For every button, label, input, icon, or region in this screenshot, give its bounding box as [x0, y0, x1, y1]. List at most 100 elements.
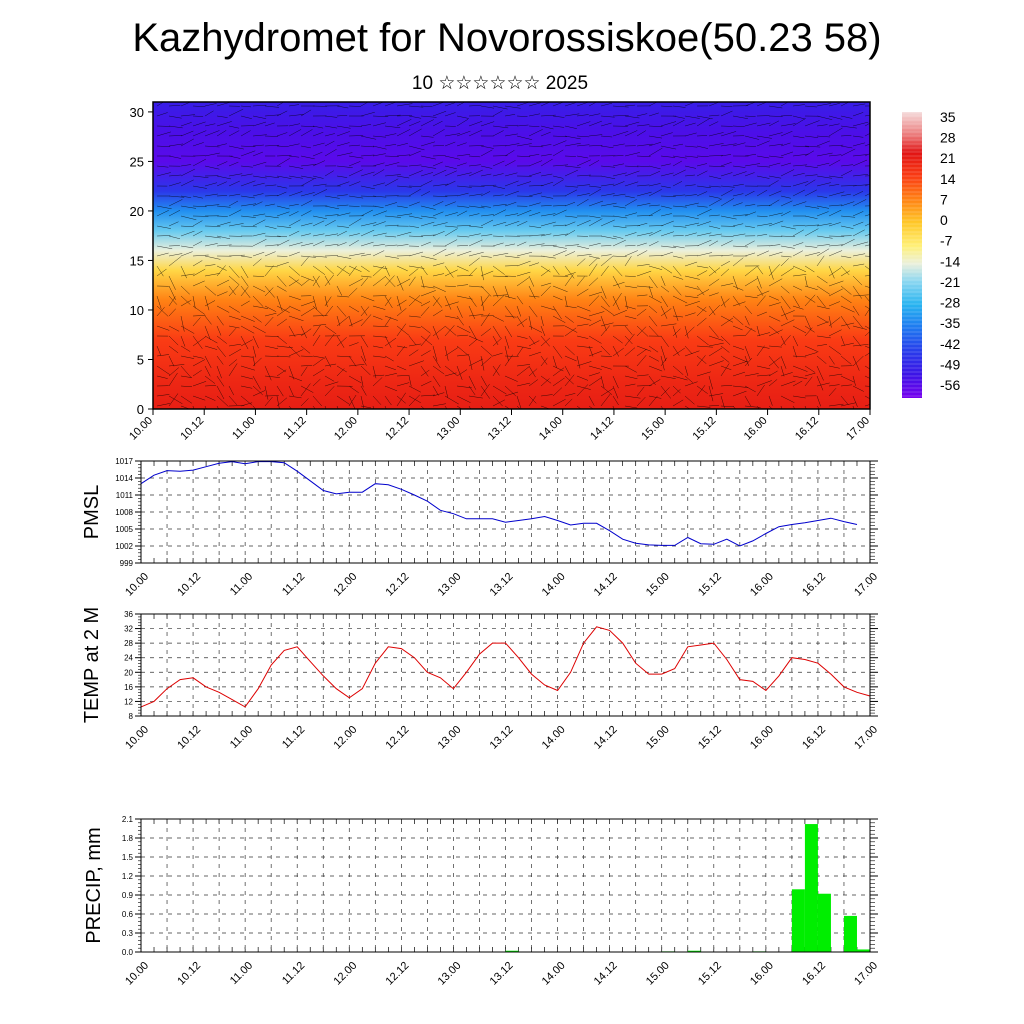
- wind-arrow: [456, 315, 464, 326]
- wind-arrow: [228, 125, 240, 129]
- wind-arrow: [168, 367, 179, 377]
- wind-arrow: [600, 315, 607, 331]
- x-tick-label: 14.12: [592, 571, 620, 599]
- wind-arrow: [408, 188, 421, 197]
- wind-arrow: [336, 335, 345, 348]
- wind-arrow: [828, 403, 844, 407]
- wind-arrow: [804, 376, 813, 387]
- wind-arrow: [480, 214, 494, 217]
- wind-arrow: [816, 305, 830, 310]
- wind-arrow: [624, 130, 638, 137]
- wind-arrow: [816, 295, 826, 308]
- wind-arrow: [264, 312, 277, 317]
- wind-arrow: [708, 292, 719, 297]
- wind-arrow: [552, 102, 564, 107]
- wind-arrow: [444, 180, 456, 187]
- wind-arrow: [360, 185, 375, 190]
- wind-arrow: [828, 288, 843, 297]
- wind-arrow: [228, 328, 237, 337]
- wind-arrow: [276, 145, 289, 147]
- wind-arrow: [552, 387, 563, 397]
- wind-arrow: [552, 285, 568, 293]
- wind-arrow: [840, 193, 851, 197]
- x-tick-label: 12.00: [331, 724, 359, 752]
- wind-arrow: [420, 105, 433, 108]
- wind-arrow: [264, 265, 278, 268]
- wind-arrow: [816, 255, 825, 267]
- wind-arrow: [828, 365, 840, 369]
- wind-arrow: [708, 155, 723, 157]
- wind-arrow: [180, 114, 196, 117]
- wind-arrow: [300, 125, 315, 128]
- wind-arrow: [348, 252, 365, 257]
- wind-arrow: [840, 238, 855, 247]
- wind-arrow: [348, 135, 364, 137]
- wind-arrow: [432, 365, 445, 375]
- wind-arrow: [492, 399, 506, 407]
- wind-arrow: [408, 360, 424, 367]
- wind-arrow: [852, 294, 869, 297]
- wind-arrow: [600, 295, 610, 308]
- wind-arrow: [336, 181, 350, 187]
- wind-arrow: [624, 365, 637, 373]
- wind-arrow: [744, 385, 756, 393]
- wind-arrow: [552, 233, 569, 237]
- wind-arrow: [852, 325, 867, 330]
- wind-arrow: [288, 365, 295, 380]
- wind-arrow: [660, 205, 672, 209]
- wind-arrow: [420, 325, 431, 334]
- wind-arrow: [492, 173, 504, 177]
- wind-arrow: [768, 180, 779, 187]
- wind-arrow: [516, 115, 528, 117]
- wind-arrow: [768, 220, 784, 227]
- wind-arrow: [612, 239, 626, 247]
- wind-arrow: [768, 175, 782, 179]
- wind-arrow: [792, 242, 804, 247]
- wind-arrow: [768, 395, 773, 406]
- wind-arrow: [252, 335, 259, 349]
- wind-arrow: [252, 315, 262, 323]
- wind-arrow: [744, 204, 756, 207]
- wind-arrow: [636, 191, 652, 197]
- wind-arrow: [324, 205, 340, 210]
- y-tick-label: 2.1: [122, 815, 134, 824]
- wind-arrow: [756, 140, 770, 147]
- x-tick-label: 10.12: [175, 960, 203, 988]
- wind-arrow: [600, 393, 611, 407]
- wind-arrow: [252, 213, 266, 217]
- wind-arrow: [444, 170, 457, 177]
- wind-arrow: [480, 191, 491, 197]
- wind-arrow: [180, 375, 193, 378]
- y-tick-label: 36: [124, 610, 133, 619]
- wind-arrow: [348, 105, 362, 107]
- heatmap-x-tick-label: 15.12: [691, 415, 719, 443]
- wind-arrow: [192, 205, 207, 208]
- wind-arrow: [852, 159, 868, 167]
- wind-arrow: [504, 315, 517, 318]
- wind-arrow: [780, 114, 793, 117]
- wind-arrow: [192, 121, 206, 127]
- wind-arrow: [612, 205, 626, 209]
- wind-arrow: [840, 305, 855, 313]
- wind-arrow: [288, 265, 301, 276]
- wind-arrow: [396, 382, 410, 387]
- wind-arrow: [864, 255, 870, 257]
- wind-arrow: [624, 250, 638, 257]
- wind-arrow: [444, 141, 456, 147]
- wind-arrow: [780, 142, 791, 147]
- x-tick-label: 10.00: [123, 960, 151, 988]
- wind-arrow: [660, 335, 669, 347]
- wind-arrow: [396, 119, 412, 127]
- wind-arrow: [300, 242, 314, 247]
- wind-arrow: [468, 145, 484, 147]
- wind-arrow: [408, 121, 421, 127]
- wind-arrow: [264, 235, 281, 237]
- wind-arrow: [696, 317, 707, 327]
- wind-arrow: [300, 279, 310, 287]
- wind-arrow: [216, 385, 225, 400]
- wind-arrow: [504, 385, 517, 397]
- wind-arrow: [600, 175, 616, 180]
- wind-arrow: [588, 134, 603, 137]
- wind-arrow: [300, 155, 315, 160]
- wind-arrow: [336, 125, 351, 129]
